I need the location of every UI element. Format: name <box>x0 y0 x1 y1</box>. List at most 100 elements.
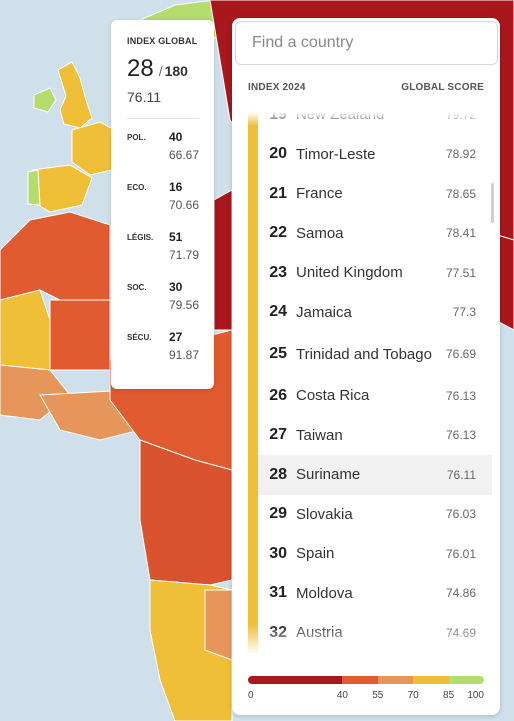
row-rank: 30 <box>269 544 287 562</box>
indicator-score: 70.66 <box>169 198 200 212</box>
indicator-score: 66.67 <box>169 148 200 162</box>
ranking-list[interactable]: 19New Zealand79.7220Timor-Leste78.9221Fr… <box>248 112 492 658</box>
row-rank: 25 <box>269 345 287 362</box>
indicator-score: 71.79 <box>169 248 200 262</box>
country-shape[interactable] <box>204 589 233 661</box>
legend-segment <box>448 676 484 684</box>
row-country-name: Costa Rica <box>296 387 370 405</box>
ranking-row[interactable]: 23 United Kingdom 77.51 <box>248 253 492 293</box>
ranking-row[interactable]: 20 Timor-Leste 78.92 <box>248 134 492 174</box>
row-rank: 24 <box>269 303 287 321</box>
legend-tick-label: 85 <box>443 690 455 701</box>
indicator-rank: 16 <box>169 180 183 194</box>
total-countries: /180 <box>159 63 188 79</box>
row-global-score: 76.69 <box>445 347 476 361</box>
legend-segment <box>413 676 449 684</box>
ranking-row[interactable]: 22 Samoa 78.41 <box>248 213 492 253</box>
indicator-social: SOC. 30 79.56 <box>127 280 214 330</box>
ranking-row[interactable]: 31 Moldova 74.86 <box>248 573 492 613</box>
ranking-row[interactable]: 25 Trinidad and Tobago 76.69 <box>248 332 492 376</box>
indicator-name: SOC. <box>127 283 147 292</box>
indicator-rank: 27 <box>169 330 183 344</box>
row-global-score: 78.65 <box>445 186 476 201</box>
country-rank: 28 <box>127 55 154 82</box>
country-shape[interactable] <box>0 289 51 371</box>
ranking-panel: INDEX 2024 GLOBAL SCORE 19New Zealand79.… <box>232 18 500 715</box>
row-rank: 29 <box>269 505 287 523</box>
legend-tick-label: 55 <box>372 690 384 701</box>
ranking-row[interactable]: 24 Jamaica 77.3 <box>248 292 492 332</box>
total-count: 180 <box>164 63 188 79</box>
divider <box>127 118 199 119</box>
row-global-score: 76.11 <box>446 467 476 482</box>
row-country-name: France <box>296 185 343 203</box>
indicator-economic: ECO. 16 70.66 <box>127 180 214 230</box>
list-scrollbar[interactable] <box>491 183 494 223</box>
indicator-name: ECO. <box>127 183 147 192</box>
country-detail-card: INDEX GLOBAL 28 /180 76.11 POL. 40 66.67 … <box>111 20 214 389</box>
row-rank: 20 <box>269 145 287 163</box>
indicator-score: 79.56 <box>169 298 200 312</box>
row-rank: 21 <box>269 184 287 202</box>
legend-color-bar <box>248 676 484 684</box>
country-shape[interactable] <box>57 61 93 129</box>
row-global-score: 74.86 <box>445 586 476 601</box>
ranking-row[interactable]: 27 Taiwan 76.13 <box>248 415 492 455</box>
ranking-row[interactable]: 30 Spain 76.01 <box>248 534 492 574</box>
indicator-rank: 51 <box>169 230 183 244</box>
ranking-row[interactable]: 29 Slovakia 76.03 <box>248 494 492 534</box>
legend-ticks: 0 40 55 70 85 100 <box>248 690 484 704</box>
global-score-label: GLOBAL SCORE <box>401 82 484 93</box>
row-global-score: 78.41 <box>445 226 476 241</box>
legend-segment <box>377 676 414 684</box>
country-shape[interactable] <box>49 299 111 371</box>
country-shape[interactable] <box>33 87 57 113</box>
row-country-name: Slovakia <box>296 505 353 523</box>
indicator-legislative: LÉGIS. 51 71.79 <box>127 230 214 280</box>
country-shape[interactable] <box>27 169 41 206</box>
ranking-row[interactable]: 21 France 78.65 <box>248 174 492 214</box>
row-country-name: Jamaica <box>296 303 352 321</box>
ranking-row[interactable]: 28 Suriname 76.11 <box>248 455 492 495</box>
row-global-score: 78.92 <box>445 147 476 162</box>
row-country-name: Timor-Leste <box>296 145 376 163</box>
indicator-list: POL. 40 66.67 ECO. 16 70.66 LÉGIS. 51 71.79… <box>127 130 214 380</box>
country-shape[interactable] <box>139 439 233 586</box>
legend-tick-label: 0 <box>248 690 254 701</box>
row-rank: 23 <box>269 263 287 281</box>
row-global-score: 76.13 <box>445 428 476 443</box>
index-year-label: INDEX 2024 <box>248 82 306 93</box>
legend-segment <box>342 676 378 684</box>
ranking-header: INDEX 2024 GLOBAL SCORE <box>248 82 484 93</box>
indicator-name: SÉCU. <box>127 333 152 342</box>
row-global-score: 76.01 <box>445 546 476 561</box>
country-global-score: 76.11 <box>127 89 161 105</box>
rank-separator: / <box>158 63 163 79</box>
indicator-score: 91.87 <box>169 348 200 362</box>
list-fade-top <box>248 112 492 126</box>
row-global-score: 76.13 <box>445 388 476 403</box>
rank-row: 28 /180 <box>127 55 214 83</box>
legend-tick-label: 40 <box>336 690 348 701</box>
country-shape[interactable] <box>213 189 233 331</box>
row-country-name: Trinidad and Tobago <box>296 345 432 363</box>
score-legend: 0 40 55 70 85 100 <box>248 676 484 704</box>
row-rank: 27 <box>269 426 287 444</box>
row-global-score: 76.03 <box>445 507 476 522</box>
row-rank: 31 <box>269 584 287 602</box>
ranking-row[interactable]: 26 Costa Rica 76.13 <box>248 376 492 416</box>
indicator-rank: 40 <box>169 130 183 144</box>
row-global-score: 77.3 <box>452 305 476 320</box>
indicator-security: SÉCU. 27 91.87 <box>127 330 214 380</box>
ranking-list-inner: 19New Zealand79.7220Timor-Leste78.9221Fr… <box>248 112 492 653</box>
row-country-name: Moldova <box>296 584 353 602</box>
row-country-name: Suriname <box>296 466 361 484</box>
list-fade-bottom <box>248 624 492 658</box>
indicator-rank: 30 <box>169 280 183 294</box>
row-country-name: Taiwan <box>296 426 343 444</box>
legend-tick-label: 70 <box>407 690 419 701</box>
indicator-name: POL. <box>127 133 146 142</box>
country-search-input[interactable] <box>235 21 498 65</box>
row-global-score: 77.51 <box>445 265 476 280</box>
index-global-label: INDEX GLOBAL <box>127 36 198 46</box>
